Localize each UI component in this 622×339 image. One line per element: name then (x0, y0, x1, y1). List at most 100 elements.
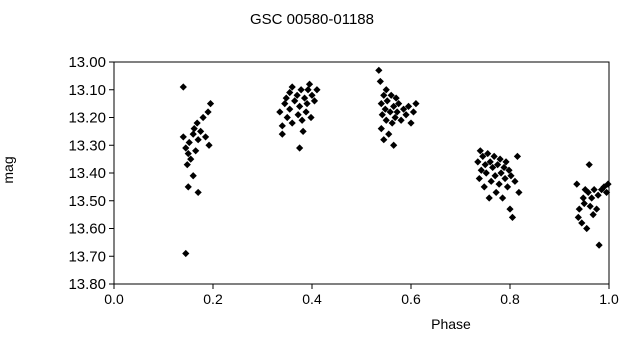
data-point (475, 174, 483, 183)
data-point (508, 213, 517, 221)
data-points (179, 66, 612, 258)
y-axis-label: mag (0, 156, 16, 183)
data-point (390, 141, 398, 149)
data-point (187, 155, 195, 163)
data-point (382, 86, 390, 94)
data-point (199, 113, 207, 122)
data-point (392, 94, 400, 102)
data-point (500, 163, 508, 172)
data-point (278, 130, 286, 138)
data-point (579, 194, 587, 202)
data-point (206, 100, 215, 108)
data-point (395, 100, 403, 108)
data-point (487, 177, 495, 185)
data-point (498, 194, 507, 202)
data-point (386, 108, 394, 116)
data-point (282, 94, 290, 102)
data-point (507, 172, 515, 180)
data-point (381, 105, 389, 113)
data-point (276, 108, 284, 116)
data-point (589, 211, 597, 219)
y-tick-label: 13.30 (68, 137, 106, 154)
data-point (205, 141, 213, 149)
data-point (584, 188, 592, 197)
data-point (184, 183, 192, 191)
x-tick-label: 0.2 (203, 291, 223, 307)
data-point (182, 249, 190, 258)
data-point (380, 91, 388, 99)
data-point (313, 86, 321, 94)
data-point (310, 97, 319, 105)
data-point (485, 194, 493, 202)
data-point (505, 166, 513, 174)
data-point (511, 177, 519, 185)
data-point (479, 152, 487, 160)
data-point (393, 108, 401, 116)
data-point (497, 169, 505, 177)
data-point (586, 202, 594, 210)
data-point (377, 125, 385, 133)
data-point (291, 97, 299, 105)
data-point (293, 91, 301, 99)
x-tick-label: 1.0 (599, 291, 619, 307)
data-point (194, 188, 202, 197)
data-point (288, 119, 296, 127)
data-point (513, 152, 522, 160)
data-point (179, 133, 187, 141)
data-point (197, 127, 205, 135)
data-point (283, 113, 291, 122)
data-point (380, 136, 388, 144)
data-point (387, 91, 395, 99)
data-point (578, 219, 586, 227)
data-point (391, 113, 399, 122)
data-point (286, 105, 294, 113)
y-axis: 13.00 13.10 13.20 13.30 13.40 13.50 13.60 13.70… (68, 54, 114, 293)
y-tick-label: 13.70 (68, 248, 106, 265)
data-point (383, 97, 391, 105)
data-point (495, 180, 503, 188)
data-point (185, 138, 193, 147)
y-tick-label: 13.10 (68, 82, 106, 99)
data-point (183, 161, 191, 169)
data-point (575, 205, 583, 213)
data-point (491, 172, 499, 180)
data-point (515, 188, 523, 197)
data-point (189, 130, 197, 138)
data-point (501, 174, 509, 183)
data-point (574, 213, 582, 221)
data-point (399, 105, 408, 113)
data-point (302, 108, 310, 116)
data-point (179, 83, 187, 91)
y-tick-label: 13.20 (68, 110, 106, 127)
data-point (376, 77, 384, 86)
data-point (296, 102, 304, 110)
data-point (583, 224, 591, 233)
data-point (378, 111, 386, 119)
data-point (486, 158, 494, 166)
data-point (402, 111, 410, 119)
x-axis: 0.0 0.2 0.4 0.6 0.8 1.0 (104, 284, 619, 307)
data-point (600, 183, 608, 191)
data-point (305, 80, 314, 88)
x-tick-label: 0.0 (104, 291, 124, 307)
data-point (580, 199, 588, 208)
data-point (189, 172, 197, 180)
data-point (194, 136, 202, 144)
x-tick-label: 0.6 (401, 291, 421, 307)
data-point (308, 91, 316, 99)
data-point (585, 161, 593, 169)
data-point (382, 116, 390, 124)
data-point (588, 194, 596, 202)
data-point (182, 144, 190, 152)
data-point (489, 163, 497, 172)
data-point (602, 188, 611, 197)
data-point (409, 108, 418, 116)
data-point (594, 191, 602, 199)
y-tick-label: 13.40 (68, 165, 106, 182)
x-axis-label: Phase (431, 316, 471, 332)
data-point (294, 111, 302, 119)
data-point (377, 100, 385, 108)
data-point (297, 86, 305, 94)
